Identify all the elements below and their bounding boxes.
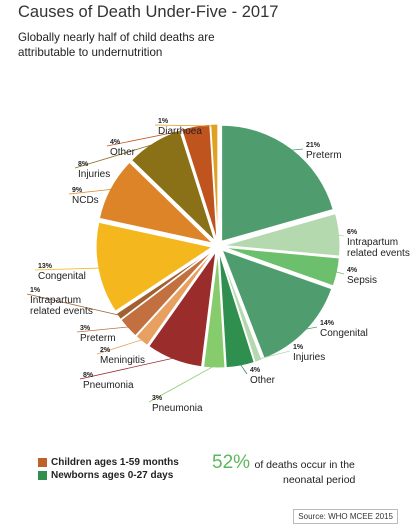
page-title: Causes of Death Under-Five - 2017: [18, 3, 279, 21]
slice-value-label-3: 14%: [320, 320, 335, 327]
leader-line-10: [26, 293, 121, 316]
slice-value-label-4: 1%: [293, 344, 304, 351]
pie-slice-1: [223, 213, 341, 257]
pie-slice-6: [203, 251, 226, 369]
legend-label-children: Children ages 1-59 months: [51, 456, 179, 468]
leader-line-15: [154, 124, 215, 127]
slice-name-label-8: Meningitis: [100, 355, 145, 366]
slice-value-label-14: 4%: [110, 139, 121, 146]
legend: Children ages 1-59 months Newborns ages …: [38, 456, 179, 482]
leader-line-0: [290, 148, 304, 151]
legend-label-newborns: Newborns ages 0-27 days: [51, 469, 174, 481]
pie-slice-10: [115, 249, 214, 321]
pie-slice-9: [120, 249, 214, 337]
slice-name-label-1: Intrapartum: [347, 237, 398, 248]
slice-name-label-13: Injuries: [78, 169, 110, 180]
slice-name-label-10-line1: related events: [30, 306, 93, 317]
slice-value-label-0: 21%: [306, 142, 321, 149]
slice-value-label-10: 1%: [30, 287, 41, 294]
slice-name-label-3: Congenital: [320, 328, 368, 339]
slice-value-label-2: 4%: [347, 267, 358, 274]
leader-line-11: [34, 267, 101, 271]
slice-name-label-14: Other: [110, 147, 136, 158]
neonatal-stat-value: 52%: [212, 452, 251, 473]
slice-name-label-11: Congenital: [38, 271, 86, 282]
slice-value-label-7: 8%: [83, 372, 94, 379]
leader-line-3: [304, 326, 318, 330]
leader-line-13: [74, 143, 155, 169]
pie-slice-0: [221, 124, 334, 242]
page-subtitle: Globally nearly half of child deaths are…: [18, 31, 215, 59]
slice-value-label-5: 4%: [250, 367, 261, 374]
legend-swatch-children: [38, 457, 47, 467]
leader-line-2: [335, 271, 345, 275]
slice-name-label-9: Preterm: [80, 333, 116, 344]
slice-value-label-12: 9%: [72, 187, 83, 194]
pie-slice-13: [130, 129, 216, 242]
slice-value-label-15: 1%: [158, 118, 169, 125]
slice-name-label-5: Other: [250, 375, 276, 386]
leader-line-12: [68, 188, 113, 195]
neonatal-stat: 52% of deaths occur in the: [212, 452, 387, 474]
legend-item-newborns: Newborns ages 0-27 days: [38, 469, 179, 481]
slice-value-label-11: 13%: [38, 263, 53, 270]
legend-swatch-newborns: [38, 470, 47, 480]
leader-line-7: [79, 357, 175, 380]
leader-line-6: [148, 365, 215, 403]
pie-slice-7: [148, 251, 217, 368]
slice-name-label-10: Intrapartum: [30, 295, 81, 306]
source-note: Source: WHO MCEE 2015: [293, 509, 398, 524]
slice-name-label-1-line1: related events: [347, 248, 410, 259]
slice-value-label-9: 3%: [80, 325, 91, 332]
leader-line-14: [106, 127, 197, 147]
pie-slice-8: [135, 250, 215, 347]
slice-value-label-13: 8%: [78, 161, 89, 168]
pie-slice-5: [218, 251, 255, 369]
slice-name-label-2: Sepsis: [347, 275, 377, 286]
leader-line-4: [257, 350, 291, 360]
neonatal-stat-text-2: neonatal period: [283, 474, 356, 486]
slice-value-label-8: 2%: [100, 347, 111, 354]
slice-name-label-15: Diarrhoea: [158, 126, 202, 137]
slice-name-label-4: Injuries: [293, 352, 325, 363]
pie-slice-12: [98, 161, 215, 245]
slice-value-label-1: 6%: [347, 229, 358, 236]
leader-line-5: [239, 363, 248, 375]
slice-value-label-6: 3%: [152, 395, 163, 402]
legend-item-children: Children ages 1-59 months: [38, 456, 179, 468]
leader-line-8: [96, 339, 143, 355]
slice-name-label-0: Preterm: [306, 150, 342, 161]
slice-name-label-7: Pneumonia: [83, 380, 134, 391]
pie-slice-4: [219, 251, 263, 363]
slice-name-label-6: Pneumonia: [152, 403, 203, 414]
leader-line-1: [337, 234, 345, 237]
leader-line-9: [76, 326, 130, 333]
slice-name-label-12: NCDs: [72, 195, 99, 206]
pie-slice-15: [210, 123, 219, 241]
neonatal-stat-text-1: of deaths occur in the: [254, 459, 355, 471]
